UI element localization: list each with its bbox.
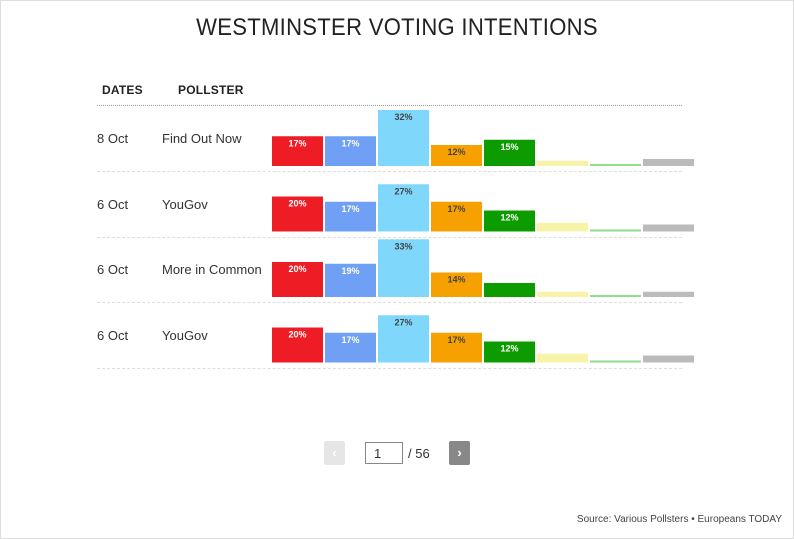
bar-label: 27%: [394, 186, 412, 196]
bar: [590, 164, 641, 166]
bar-label: 14%: [447, 275, 465, 285]
bar: [484, 283, 535, 297]
row-divider: [97, 171, 682, 172]
bar-label: 19%: [341, 266, 359, 276]
bar-label: 17%: [447, 204, 465, 214]
bar: [643, 355, 694, 363]
row-date: 8 Oct: [97, 131, 129, 146]
bar: [537, 291, 588, 297]
bar: [643, 291, 694, 297]
row-divider: [97, 367, 682, 369]
row-divider: [97, 302, 682, 303]
bar: [431, 201, 482, 232]
row-pollster: YouGov: [162, 196, 208, 212]
chart-title: WESTMINSTER VOTING INTENTIONS: [196, 14, 598, 41]
bar-label: 33%: [394, 241, 412, 251]
bar: [378, 184, 429, 232]
bar: [272, 327, 323, 363]
bar: [643, 159, 694, 166]
bar: [537, 160, 588, 166]
bar: [537, 353, 588, 363]
bar: [272, 196, 323, 232]
row-date: 6 Oct: [97, 262, 129, 277]
bar: [484, 341, 535, 363]
bar: [325, 332, 376, 363]
bar-label: 17%: [341, 204, 359, 214]
bar-label: 17%: [341, 335, 359, 345]
page-total: / 56: [408, 446, 430, 461]
previous-page-button[interactable]: ‹: [324, 441, 345, 465]
bar: [325, 201, 376, 232]
row-date: 6 Oct: [97, 196, 129, 212]
bar: [484, 210, 535, 232]
bar: [272, 262, 323, 297]
bar-label: 17%: [341, 138, 359, 148]
bar-label: 20%: [288, 264, 306, 274]
bar: [590, 229, 641, 232]
row-pollster: More in Common: [162, 262, 262, 277]
bar-label: 12%: [500, 344, 518, 354]
bar-label: 17%: [447, 335, 465, 345]
page-number-input[interactable]: [365, 442, 403, 464]
column-header-dates: DATES: [102, 83, 143, 97]
bar-label: 17%: [288, 138, 306, 148]
bar: [431, 145, 482, 166]
bar-label: 12%: [447, 147, 465, 157]
bar-label: 20%: [288, 330, 306, 340]
bar: [325, 136, 376, 166]
bar: [378, 110, 429, 166]
bar: [484, 139, 535, 166]
bar: [431, 272, 482, 297]
bar: [643, 224, 694, 232]
row-date: 6 Oct: [97, 327, 129, 343]
bar: [378, 315, 429, 363]
column-header-pollster: POLLSTER: [178, 83, 244, 97]
bar-label: 27%: [394, 317, 412, 327]
row-pollster: Find Out Now: [162, 131, 242, 146]
row-divider: [97, 236, 682, 238]
next-page-button[interactable]: ›: [449, 441, 470, 465]
bar: [590, 360, 641, 363]
bar: [537, 222, 588, 232]
bar-label: 15%: [500, 142, 518, 152]
bar-label: 20%: [288, 199, 306, 209]
bar-label: 32%: [394, 112, 412, 122]
bar: [431, 332, 482, 363]
source-note: Source: Various Pollsters • Europeans TO…: [576, 514, 782, 525]
bar: [590, 295, 641, 297]
row-pollster: YouGov: [162, 327, 208, 343]
bar: [378, 239, 429, 297]
bar: [325, 263, 376, 297]
bar-label: 12%: [500, 213, 518, 223]
header-divider: [97, 105, 682, 106]
bar: [272, 136, 323, 166]
